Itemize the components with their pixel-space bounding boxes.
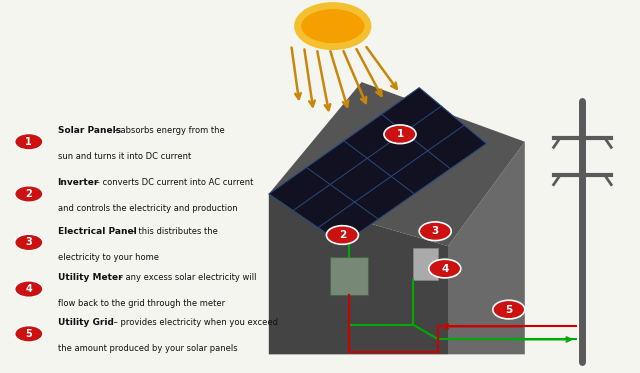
- Text: – provides electricity when you exceed: – provides electricity when you exceed: [111, 318, 278, 327]
- Text: 5: 5: [26, 329, 32, 339]
- Text: 2: 2: [26, 189, 32, 199]
- Text: the amount produced by your solar panels: the amount produced by your solar panels: [58, 344, 237, 353]
- Text: 1: 1: [396, 129, 404, 139]
- Circle shape: [15, 281, 43, 297]
- Text: 2: 2: [339, 230, 346, 240]
- Text: sun and turns it into DC current: sun and turns it into DC current: [58, 152, 191, 161]
- Circle shape: [493, 300, 525, 319]
- Text: 3: 3: [431, 226, 439, 236]
- Circle shape: [384, 125, 416, 144]
- Text: – converts DC current into AC current: – converts DC current into AC current: [93, 178, 254, 187]
- Text: and controls the electricity and production: and controls the electricity and product…: [58, 204, 237, 213]
- Text: 4: 4: [441, 264, 449, 273]
- Text: 4: 4: [26, 284, 32, 294]
- Text: – this distributes the: – this distributes the: [129, 227, 218, 236]
- Circle shape: [15, 186, 43, 202]
- Circle shape: [326, 226, 358, 244]
- Text: 5: 5: [505, 305, 513, 314]
- Text: Solar Panels: Solar Panels: [58, 126, 121, 135]
- Text: – absorbs energy from the: – absorbs energy from the: [111, 126, 225, 135]
- Text: Inverter: Inverter: [58, 178, 99, 187]
- Circle shape: [15, 234, 43, 251]
- Text: Electrical Panel: Electrical Panel: [58, 227, 136, 236]
- Polygon shape: [448, 142, 525, 354]
- Text: – any excess solar electricity will: – any excess solar electricity will: [116, 273, 257, 282]
- Text: Utility Grid: Utility Grid: [58, 318, 113, 327]
- Text: flow back to the grid through the meter: flow back to the grid through the meter: [58, 300, 225, 308]
- Polygon shape: [269, 194, 448, 354]
- Bar: [330, 257, 368, 295]
- Text: Utility Meter: Utility Meter: [58, 273, 122, 282]
- Circle shape: [419, 222, 451, 241]
- Polygon shape: [269, 82, 525, 246]
- Circle shape: [15, 326, 43, 342]
- Text: 1: 1: [26, 137, 32, 147]
- Text: 3: 3: [26, 238, 32, 247]
- Circle shape: [298, 6, 368, 47]
- Polygon shape: [269, 88, 486, 244]
- Circle shape: [429, 259, 461, 278]
- Circle shape: [15, 134, 43, 150]
- Text: electricity to your home: electricity to your home: [58, 253, 159, 262]
- Bar: [413, 248, 438, 280]
